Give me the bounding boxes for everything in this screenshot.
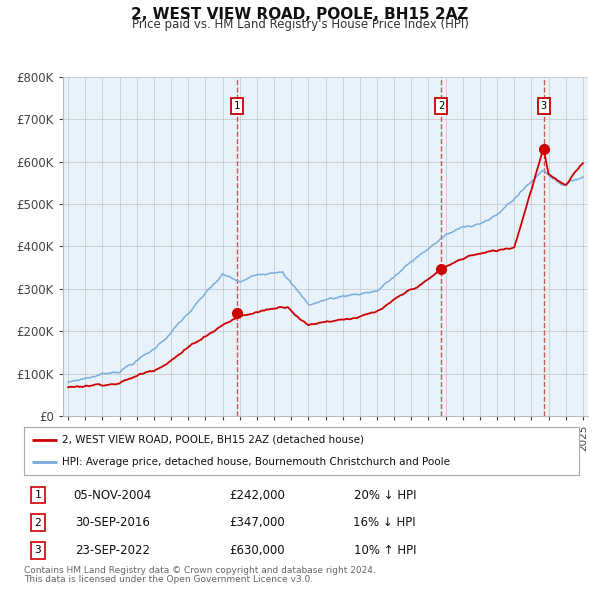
Text: 2, WEST VIEW ROAD, POOLE, BH15 2AZ (detached house): 2, WEST VIEW ROAD, POOLE, BH15 2AZ (deta… (62, 435, 364, 445)
Text: £630,000: £630,000 (229, 544, 285, 557)
Text: 3: 3 (541, 101, 547, 112)
Text: 1: 1 (35, 490, 41, 500)
Text: £242,000: £242,000 (229, 489, 285, 502)
Text: 30-SEP-2016: 30-SEP-2016 (76, 516, 150, 529)
Text: 05-NOV-2004: 05-NOV-2004 (74, 489, 152, 502)
Text: 2: 2 (35, 518, 41, 527)
Text: This data is licensed under the Open Government Licence v3.0.: This data is licensed under the Open Gov… (24, 575, 313, 584)
Text: 2, WEST VIEW ROAD, POOLE, BH15 2AZ: 2, WEST VIEW ROAD, POOLE, BH15 2AZ (131, 7, 469, 22)
Text: 20% ↓ HPI: 20% ↓ HPI (353, 489, 416, 502)
Text: 1: 1 (234, 101, 240, 112)
Text: 10% ↑ HPI: 10% ↑ HPI (353, 544, 416, 557)
Text: 3: 3 (35, 546, 41, 555)
Text: £347,000: £347,000 (229, 516, 285, 529)
Text: 16% ↓ HPI: 16% ↓ HPI (353, 516, 416, 529)
Text: Contains HM Land Registry data © Crown copyright and database right 2024.: Contains HM Land Registry data © Crown c… (24, 566, 376, 575)
Text: Price paid vs. HM Land Registry's House Price Index (HPI): Price paid vs. HM Land Registry's House … (131, 18, 469, 31)
Text: HPI: Average price, detached house, Bournemouth Christchurch and Poole: HPI: Average price, detached house, Bour… (62, 457, 450, 467)
Text: 23-SEP-2022: 23-SEP-2022 (76, 544, 151, 557)
Text: 2: 2 (438, 101, 445, 112)
